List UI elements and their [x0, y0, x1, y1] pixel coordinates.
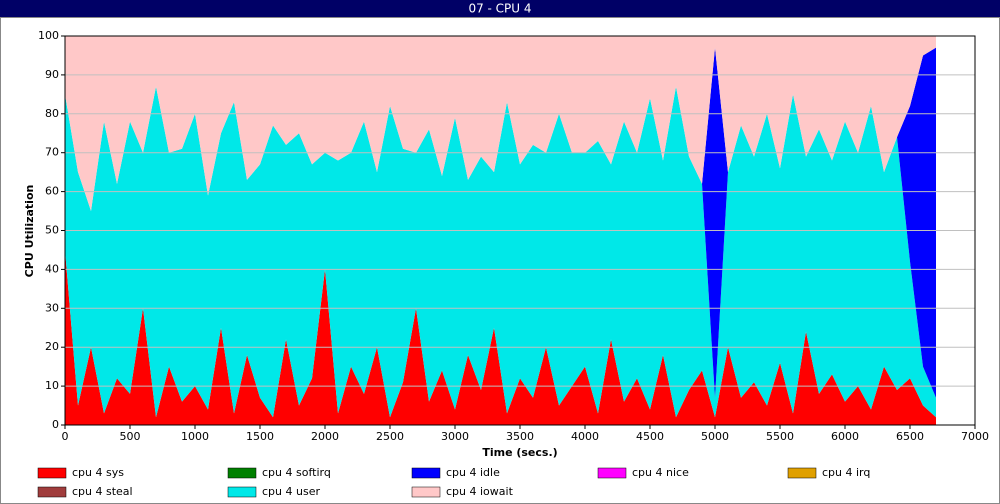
plot-border: [64, 35, 976, 426]
x-tick-label: 2500: [376, 430, 404, 443]
legend-swatch: [37, 467, 67, 479]
x-tick-label: 5500: [766, 430, 794, 443]
legend-label: cpu 4 idle: [446, 466, 500, 479]
y-axis-title: CPU Utilization: [23, 185, 36, 278]
x-tick-label: 1500: [246, 430, 274, 443]
legend-label: cpu 4 nice: [632, 466, 689, 479]
title-bar: [0, 0, 1000, 17]
y-tick-label: 80: [45, 107, 59, 120]
legend-swatch: [597, 467, 627, 479]
y-tick-label: 70: [45, 146, 59, 159]
x-tick-label: 6000: [831, 430, 859, 443]
legend-swatch: [227, 467, 257, 479]
y-tick-label: 10: [45, 379, 59, 392]
legend-label: cpu 4 irq: [822, 466, 870, 479]
x-tick-label: 2000: [311, 430, 339, 443]
y-tick-label: 20: [45, 340, 59, 353]
area-series: [65, 47, 936, 398]
chart-title: 07 - CPU 4: [468, 2, 531, 16]
x-tick-label: 1000: [181, 430, 209, 443]
y-tick-label: 30: [45, 301, 59, 314]
area-series: [65, 249, 936, 425]
x-tick-label: 4500: [636, 430, 664, 443]
y-tick-label: 40: [45, 262, 59, 275]
legend-swatch: [411, 486, 441, 498]
y-tick-label: 0: [52, 418, 59, 431]
x-tick-label: 3000: [441, 430, 469, 443]
legend-swatch: [37, 486, 67, 498]
x-tick-label: 0: [62, 430, 69, 443]
area-series: [65, 86, 936, 418]
legend-label: cpu 4 sys: [72, 466, 124, 479]
legend-label: cpu 4 iowait: [446, 485, 514, 498]
x-tick-label: 5000: [701, 430, 729, 443]
x-tick-label: 500: [120, 430, 141, 443]
legend-label: cpu 4 steal: [72, 485, 133, 498]
x-axis-title: Time (secs.): [482, 446, 557, 459]
y-tick-label: 100: [38, 29, 59, 42]
legend-swatch: [227, 486, 257, 498]
y-tick-label: 60: [45, 185, 59, 198]
x-tick-label: 7000: [961, 430, 989, 443]
x-tick-label: 6500: [896, 430, 924, 443]
x-tick-label: 3500: [506, 430, 534, 443]
area-series: [65, 36, 936, 212]
y-tick-label: 50: [45, 224, 59, 237]
legend-swatch: [787, 467, 817, 479]
legend-swatch: [411, 467, 441, 479]
legend-label: cpu 4 softirq: [262, 466, 331, 479]
y-tick-label: 90: [45, 68, 59, 81]
legend-label: cpu 4 user: [262, 485, 320, 498]
x-tick-label: 4000: [571, 430, 599, 443]
